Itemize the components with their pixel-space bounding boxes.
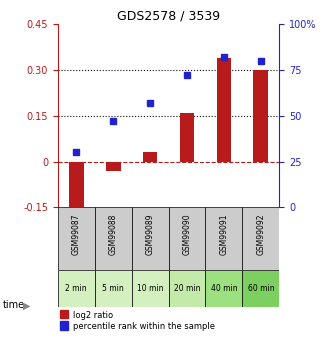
Bar [143,152,157,161]
Text: GSM99092: GSM99092 [256,214,265,255]
Text: 5 min: 5 min [102,284,124,293]
FancyBboxPatch shape [95,270,132,307]
Text: GSM99088: GSM99088 [108,214,118,255]
FancyBboxPatch shape [205,207,242,270]
Text: GSM99089: GSM99089 [145,214,155,255]
FancyBboxPatch shape [205,270,242,307]
FancyBboxPatch shape [132,270,169,307]
Bar [253,70,268,161]
Bar [69,161,83,216]
FancyBboxPatch shape [132,207,169,270]
Text: 40 min: 40 min [211,284,237,293]
Text: GSM99087: GSM99087 [72,214,81,255]
Text: GSM99090: GSM99090 [182,214,192,255]
FancyBboxPatch shape [169,207,205,270]
Bar [179,113,194,161]
Text: 10 min: 10 min [137,284,163,293]
FancyBboxPatch shape [95,207,132,270]
Bar [106,161,120,171]
FancyBboxPatch shape [169,270,205,307]
FancyBboxPatch shape [58,207,95,270]
Text: ▶: ▶ [22,300,30,310]
Title: GDS2578 / 3539: GDS2578 / 3539 [117,10,220,23]
Bar [216,58,231,161]
Legend: log2 ratio, percentile rank within the sample: log2 ratio, percentile rank within the s… [60,311,215,331]
Text: GSM99091: GSM99091 [219,214,229,255]
Text: 60 min: 60 min [247,284,274,293]
Text: 2 min: 2 min [65,284,87,293]
FancyBboxPatch shape [58,270,95,307]
FancyBboxPatch shape [242,270,279,307]
Text: 20 min: 20 min [174,284,200,293]
Text: time: time [3,300,25,310]
FancyBboxPatch shape [242,207,279,270]
